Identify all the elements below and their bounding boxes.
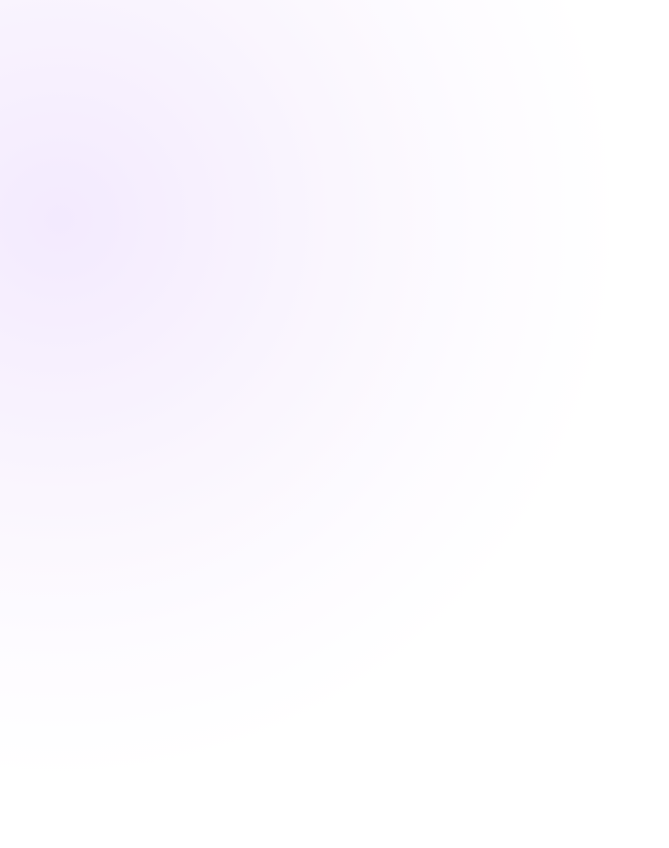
gradient-background	[0, 0, 669, 848]
